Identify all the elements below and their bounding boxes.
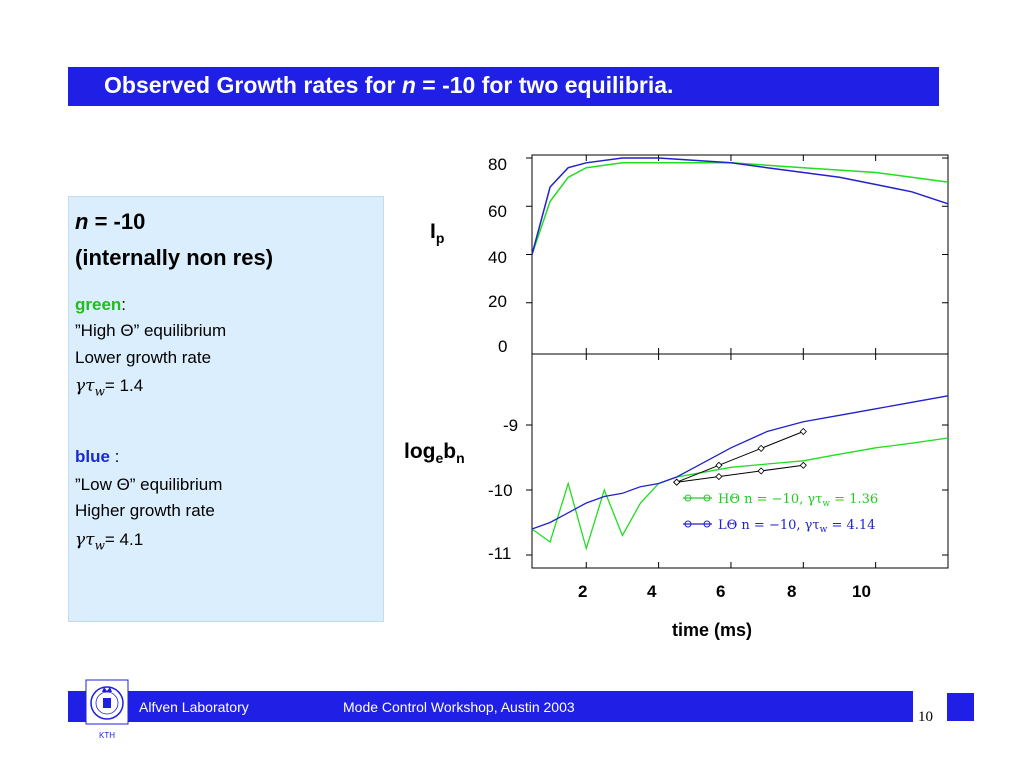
fit-marker xyxy=(757,467,765,475)
green-fit-line xyxy=(676,464,804,483)
mode-number-heading: n = -10 xyxy=(75,209,146,234)
blue-fit-line xyxy=(676,431,804,483)
mode-amplitude-panel: HΘ n = −10, γτw = 1.36 LΘ n = −10, γτw = … xyxy=(526,353,949,569)
ip-plot-frame xyxy=(531,154,949,355)
blue-growth-value: γτw= 4.1 xyxy=(75,530,144,553)
logbn-axis-label: logebn xyxy=(404,440,465,467)
fit-marker xyxy=(757,444,765,452)
blue-growth-text: Higher growth rate xyxy=(75,501,215,520)
legend-marker xyxy=(703,520,711,528)
logbn-tick-label: -9 xyxy=(503,416,519,435)
page-number: 10 xyxy=(918,709,933,725)
footer-lab-name: Alfven Laboratory xyxy=(139,699,249,715)
blue-label-line: blue : xyxy=(75,447,120,466)
fit-marker xyxy=(799,461,807,469)
fit-marker xyxy=(673,478,681,486)
plasma-current-panel xyxy=(526,154,949,355)
legend-marker xyxy=(684,494,692,502)
title-bar xyxy=(68,67,939,106)
logbn-tick-label: -11 xyxy=(488,544,512,563)
fit-marker xyxy=(715,461,723,469)
logbn-plot-frame xyxy=(531,353,949,569)
ip-tick-label: 40 xyxy=(488,248,507,267)
green-label-line: green: xyxy=(75,295,127,314)
footer-bar xyxy=(68,691,913,722)
ip-tick-label: 80 xyxy=(488,155,507,174)
ip-axis-label: Ip xyxy=(430,220,445,247)
ip-tick-label: 0 xyxy=(498,337,508,356)
blue-equilibrium-text: ”Low Θ” equilibrium xyxy=(75,475,223,494)
time-axis-label: time (ms) xyxy=(672,620,753,640)
info-panel: n = -10 (internally non res) green: ”Hig… xyxy=(68,196,384,622)
logbn-blue-series xyxy=(531,395,949,530)
ip-tick-label: 60 xyxy=(488,202,507,221)
ip-tick-label: 20 xyxy=(488,292,507,311)
kth-logo-icon: KTH xyxy=(85,679,129,740)
mode-description: (internally non res) xyxy=(75,245,274,270)
time-tick-label: 6 xyxy=(716,582,726,601)
legend-entry: HΘ n = −10, γτw = 1.36 xyxy=(718,492,878,509)
green-equilibrium-text: ”High Θ” equilibrium xyxy=(75,321,227,340)
fit-marker xyxy=(799,427,807,436)
legend-marker xyxy=(703,494,711,502)
time-tick-label: 2 xyxy=(578,582,588,601)
ip-green-series xyxy=(531,162,949,255)
kth-logo-text: KTH xyxy=(99,731,115,740)
time-tick-label: 8 xyxy=(787,582,797,601)
footer-workshop: Mode Control Workshop, Austin 2003 xyxy=(343,699,575,715)
fit-marker xyxy=(715,473,723,481)
logbn-tick-label: -10 xyxy=(488,481,513,500)
footer-square xyxy=(947,693,974,721)
green-growth-value: γτw= 1.4 xyxy=(75,376,144,399)
time-tick-label: 10 xyxy=(852,582,871,601)
time-tick-label: 4 xyxy=(647,582,657,601)
slide-title: Observed Growth rates for n = -10 for tw… xyxy=(104,72,674,98)
ip-blue-series xyxy=(531,157,949,255)
green-growth-text: Lower growth rate xyxy=(75,348,212,367)
legend-marker xyxy=(684,520,692,528)
legend-entry: LΘ n = −10, γτw = 4.14 xyxy=(718,518,875,535)
